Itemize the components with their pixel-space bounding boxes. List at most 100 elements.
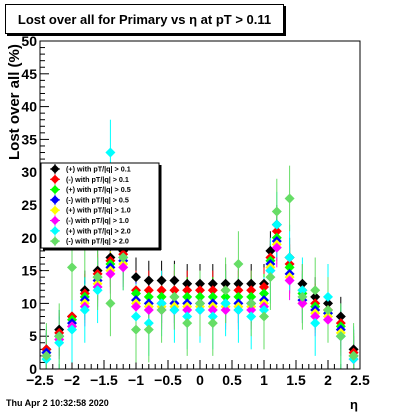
data-point (246, 285, 257, 296)
data-point (118, 262, 129, 273)
x-tick-label: −1.5 (90, 372, 118, 388)
legend-label: (-) with pT/|q| > 0.1 (66, 175, 129, 184)
data-point (143, 324, 154, 335)
data-point (143, 291, 154, 302)
data-point (335, 331, 346, 342)
data-point (169, 304, 180, 315)
data-point (233, 285, 244, 296)
data-point (310, 318, 321, 329)
data-point (207, 304, 218, 315)
data-point (156, 285, 167, 296)
data-point (182, 311, 193, 322)
data-point (284, 193, 295, 204)
data-point (143, 285, 154, 296)
legend-label: (+) with pT/|q| > 0.5 (66, 185, 131, 194)
data-point (220, 285, 231, 296)
data-point (335, 311, 346, 322)
data-point (156, 304, 167, 315)
legend-label: (-) with pT/|q| > 1.0 (66, 216, 129, 225)
data-point (265, 272, 276, 283)
x-tick-label: 1.5 (286, 372, 306, 388)
legend-marker (50, 205, 60, 215)
x-tick-label: 2 (324, 372, 332, 388)
data-point (246, 304, 257, 315)
data-point (233, 304, 244, 315)
legend-marker (50, 174, 60, 184)
data-point (182, 291, 193, 302)
plot-frame (39, 40, 361, 370)
data-point (323, 314, 333, 325)
legend-marker (50, 164, 60, 174)
legend-label: (+) with pT/|q| > 2.0 (66, 226, 131, 235)
data-point (207, 285, 218, 296)
data-point (207, 311, 218, 322)
y-tick-label: 25 (21, 197, 37, 213)
data-point (118, 252, 129, 263)
data-point (323, 304, 333, 315)
data-point (259, 282, 269, 292)
data-point (259, 304, 269, 315)
data-point (131, 301, 141, 312)
legend-label: (-) with pT/|q| > 2.0 (66, 237, 129, 246)
y-tick-label: 15 (21, 263, 37, 279)
data-point (131, 311, 141, 322)
y-tick-label: 0 (29, 361, 37, 377)
legend-label: (+) with pT/|q| > 0.1 (66, 165, 131, 174)
data-point (297, 298, 308, 309)
data-point (246, 311, 257, 322)
data-point (297, 278, 308, 289)
x-tick-label: −2.5 (26, 372, 54, 388)
legend-label: (+) with pT/|q| > 1.0 (66, 206, 131, 215)
data-point (246, 291, 257, 302)
data-point (67, 262, 77, 273)
data-point (79, 304, 90, 315)
y-tick-label: 5 (29, 328, 37, 344)
data-point (323, 291, 333, 302)
data-point (310, 291, 321, 302)
legend-marker (50, 185, 60, 195)
data-point (284, 262, 295, 273)
data-point (284, 275, 295, 286)
data-point (143, 304, 154, 315)
timestamp-footer: Thu Apr 2 10:32:58 2020 (6, 398, 109, 408)
data-point (259, 288, 269, 299)
data-point (169, 285, 180, 296)
data-point (271, 206, 282, 217)
data-point (131, 288, 141, 299)
data-point (207, 291, 218, 302)
data-point (220, 304, 231, 315)
data-point (54, 331, 65, 342)
data-point (182, 318, 193, 329)
data-point (195, 298, 205, 309)
legend-marker (50, 236, 60, 246)
y-tick-label: 10 (21, 295, 37, 311)
data-point (182, 278, 193, 289)
data-point (54, 337, 65, 348)
data-point (182, 285, 193, 296)
data-point (207, 318, 218, 329)
legend-marker (50, 195, 60, 205)
y-tick-label: 30 (21, 164, 37, 180)
data-point (271, 219, 282, 230)
legend: (+) with pT/|q| > 0.1(-) with pT/|q| > 0… (40, 162, 162, 251)
data-point (220, 291, 231, 302)
data-point (131, 324, 141, 335)
x-tick-label: −1 (128, 372, 144, 388)
data-point (195, 285, 205, 296)
data-point (67, 324, 77, 335)
y-tick-label: 45 (21, 66, 37, 82)
y-tick-label: 35 (21, 131, 37, 147)
data-point (348, 350, 359, 361)
chart-title: Lost over all for Primary vs η at pT > 0… (5, 4, 284, 34)
data-point (105, 147, 116, 158)
data-point (271, 242, 282, 253)
data-point (246, 278, 257, 289)
data-point (143, 275, 154, 286)
x-tick-label: 0.5 (222, 372, 242, 388)
data-point (169, 275, 180, 286)
data-point (92, 285, 103, 296)
x-tick-label: −2 (64, 372, 80, 388)
legend-box (40, 162, 160, 249)
data-point (265, 265, 276, 276)
